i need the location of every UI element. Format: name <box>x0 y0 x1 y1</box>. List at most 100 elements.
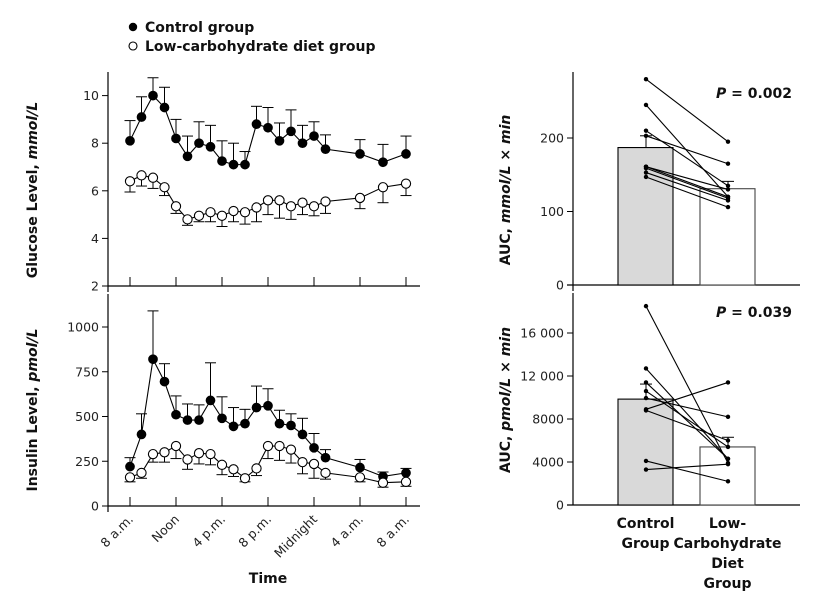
control-point <box>320 452 331 463</box>
control-point <box>194 415 204 425</box>
lowcarb-point <box>159 447 170 458</box>
x-tick-label: 8 a.m. <box>97 512 136 551</box>
paired-subject-line <box>645 305 729 464</box>
paired-point-control <box>643 77 649 82</box>
paired-point-lowcarb <box>725 414 731 420</box>
insulin-auc-p-value: P = 0.039 <box>716 305 792 321</box>
paired-point-lowcarb <box>725 204 731 210</box>
lowcarb-point <box>170 201 182 212</box>
category-label: Control <box>617 516 675 532</box>
control-point <box>205 141 216 152</box>
y-tick-label: 8 <box>91 136 99 151</box>
control-point <box>309 442 319 453</box>
legend-lowcarb-marker <box>128 41 138 51</box>
y-tick-label: 100 <box>540 204 564 219</box>
paired-point-lowcarb <box>725 438 731 443</box>
paired-point-control <box>643 458 649 464</box>
lowcarb-point <box>377 182 389 193</box>
y-tick-label: 500 <box>75 409 99 424</box>
y-tick-label: 12 000 <box>520 369 564 384</box>
control-point <box>125 461 135 472</box>
control-point <box>251 402 262 413</box>
x-tick-label: 8 p.m. <box>235 512 274 551</box>
lowcarb-point <box>159 182 170 193</box>
lowcarb-point <box>136 467 147 479</box>
control-point <box>125 135 135 146</box>
paired-subject-line <box>645 381 729 410</box>
insulin-y-axis-title: Insulin Level, pmol/L <box>25 328 41 491</box>
control-point <box>217 413 227 424</box>
paired-point-control <box>643 366 649 371</box>
lowcarb-point <box>377 477 389 488</box>
insulin-auc-y-axis-title: AUC, pmol/L × min <box>498 327 514 473</box>
lowcarb-point <box>136 170 147 181</box>
paired-point-lowcarb <box>725 198 731 203</box>
y-tick-label: 0 <box>91 499 99 514</box>
paired-subject-line <box>645 130 729 187</box>
control-point <box>194 138 204 149</box>
y-tick-label: 1000 <box>67 320 99 335</box>
control-point <box>228 421 239 432</box>
x-tick-label: Noon <box>148 512 182 546</box>
lowcarb-point <box>320 467 331 479</box>
lowcarb-point <box>251 463 262 474</box>
paired-subject-line <box>645 409 729 442</box>
paired-point-control <box>643 380 649 385</box>
lowcarb-point <box>193 210 205 221</box>
control-point <box>263 400 273 411</box>
paired-point-control <box>643 128 649 133</box>
lowcarb-point <box>285 201 297 212</box>
control-point <box>159 102 170 113</box>
control-point <box>136 429 147 440</box>
control-point <box>297 138 308 149</box>
control-bar <box>617 398 674 506</box>
paired-point-control <box>643 170 649 175</box>
lowcarb-point <box>308 201 320 212</box>
control-point <box>182 151 193 162</box>
lowcarb-point <box>205 448 216 460</box>
legend-control-label: Control group <box>145 20 254 36</box>
paired-subject-line <box>645 176 729 208</box>
category-label: Carbohydrate <box>674 536 782 552</box>
paired-subject-line <box>645 166 729 198</box>
y-tick-label: 8000 <box>532 412 564 427</box>
paired-point-control <box>643 303 649 309</box>
lowcarb-point <box>124 472 136 483</box>
paired-point-lowcarb <box>725 456 731 461</box>
control-point <box>251 119 262 130</box>
paired-point-lowcarb <box>725 444 731 450</box>
y-tick-label: 4000 <box>532 455 564 470</box>
control-point <box>320 144 331 154</box>
control-point <box>148 90 158 101</box>
glucose-time-panel: Glucose Level, mmol/L 2 4 6 8 10 <box>25 72 420 294</box>
control-point <box>228 159 239 170</box>
control-point <box>401 468 411 478</box>
paired-subject-line <box>645 104 729 198</box>
glucose-y-axis-title: Glucose Level, mmol/L <box>25 102 41 279</box>
paired-point-lowcarb <box>725 479 731 484</box>
paired-point-lowcarb <box>725 380 731 385</box>
lowcarb-point <box>205 207 216 218</box>
category-label: Group <box>621 536 669 552</box>
x-tick-label: 8 a.m. <box>373 512 412 551</box>
lowcarb-point <box>320 196 331 207</box>
lowcarb-point <box>262 440 274 452</box>
paired-point-control <box>643 467 649 472</box>
control-point <box>309 131 319 141</box>
y-tick-label: 0 <box>556 498 564 513</box>
paired-subject-line <box>645 397 729 418</box>
x-tick-label: Midnight <box>271 511 320 560</box>
control-point <box>286 126 296 137</box>
control-point <box>355 149 365 159</box>
y-tick-label: 0 <box>556 278 564 293</box>
lowcarb-point <box>354 472 366 483</box>
paired-subject-line <box>645 390 729 448</box>
x-tick-label: 4 p.m. <box>189 512 228 551</box>
y-tick-label: 16 000 <box>520 326 564 341</box>
y-tick-label: 750 <box>75 364 99 379</box>
paired-subject-line <box>645 166 729 190</box>
control-point <box>240 418 250 429</box>
paired-point-lowcarb <box>725 194 731 199</box>
paired-subject-line <box>645 382 729 460</box>
